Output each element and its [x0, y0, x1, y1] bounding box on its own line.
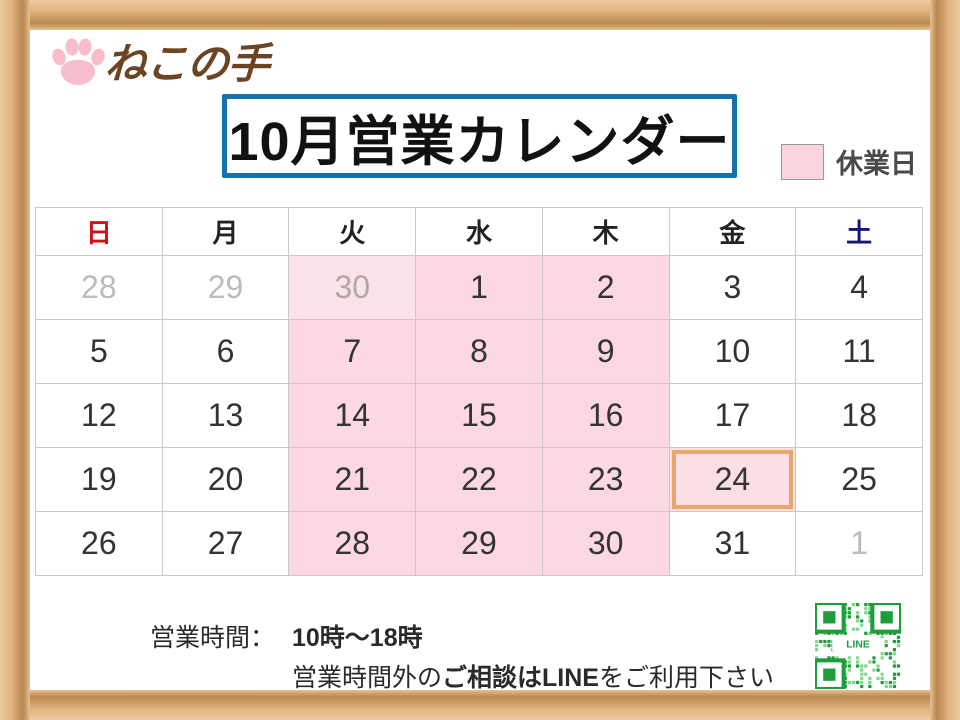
- svg-text:LINE: LINE: [846, 640, 870, 651]
